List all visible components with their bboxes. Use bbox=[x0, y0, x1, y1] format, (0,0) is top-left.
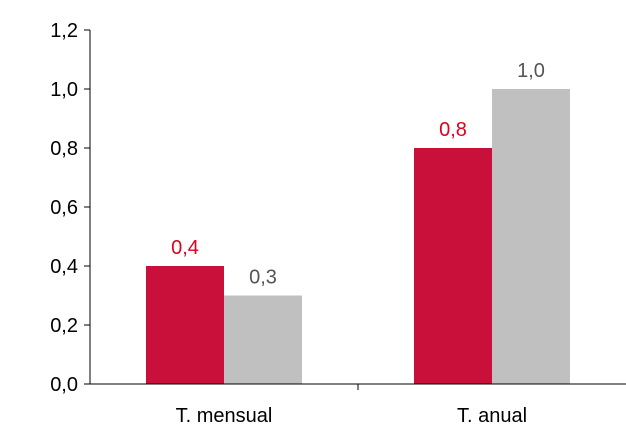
y-tick-label: 1,2 bbox=[50, 20, 78, 42]
y-tick-label: 0,0 bbox=[50, 374, 78, 396]
data-label: 0,3 bbox=[249, 267, 277, 289]
y-tick-label: 0,4 bbox=[50, 256, 78, 278]
data-label: 0,4 bbox=[171, 237, 199, 259]
category-label: T. anual bbox=[457, 405, 527, 427]
bar bbox=[224, 295, 302, 384]
y-tick-label: 0,6 bbox=[50, 197, 78, 219]
bar bbox=[492, 89, 570, 384]
y-tick-label: 0,2 bbox=[50, 315, 78, 337]
axes bbox=[89, 30, 626, 390]
bar bbox=[414, 148, 492, 384]
y-tick-label: 1,0 bbox=[50, 79, 78, 101]
data-label: 0,8 bbox=[439, 119, 467, 141]
y-tick-label: 0,8 bbox=[50, 138, 78, 160]
bars bbox=[146, 89, 570, 384]
category-labels: T. mensual T. anual bbox=[176, 405, 527, 427]
data-label: 1,0 bbox=[517, 60, 545, 82]
category-label: T. mensual bbox=[176, 405, 273, 427]
bar bbox=[146, 266, 224, 384]
data-labels: 0,4 0,3 0,8 1,0 bbox=[171, 60, 545, 289]
y-axis-ticks: 0,0 0,2 0,4 0,6 0,8 1,0 1,2 bbox=[50, 20, 90, 396]
